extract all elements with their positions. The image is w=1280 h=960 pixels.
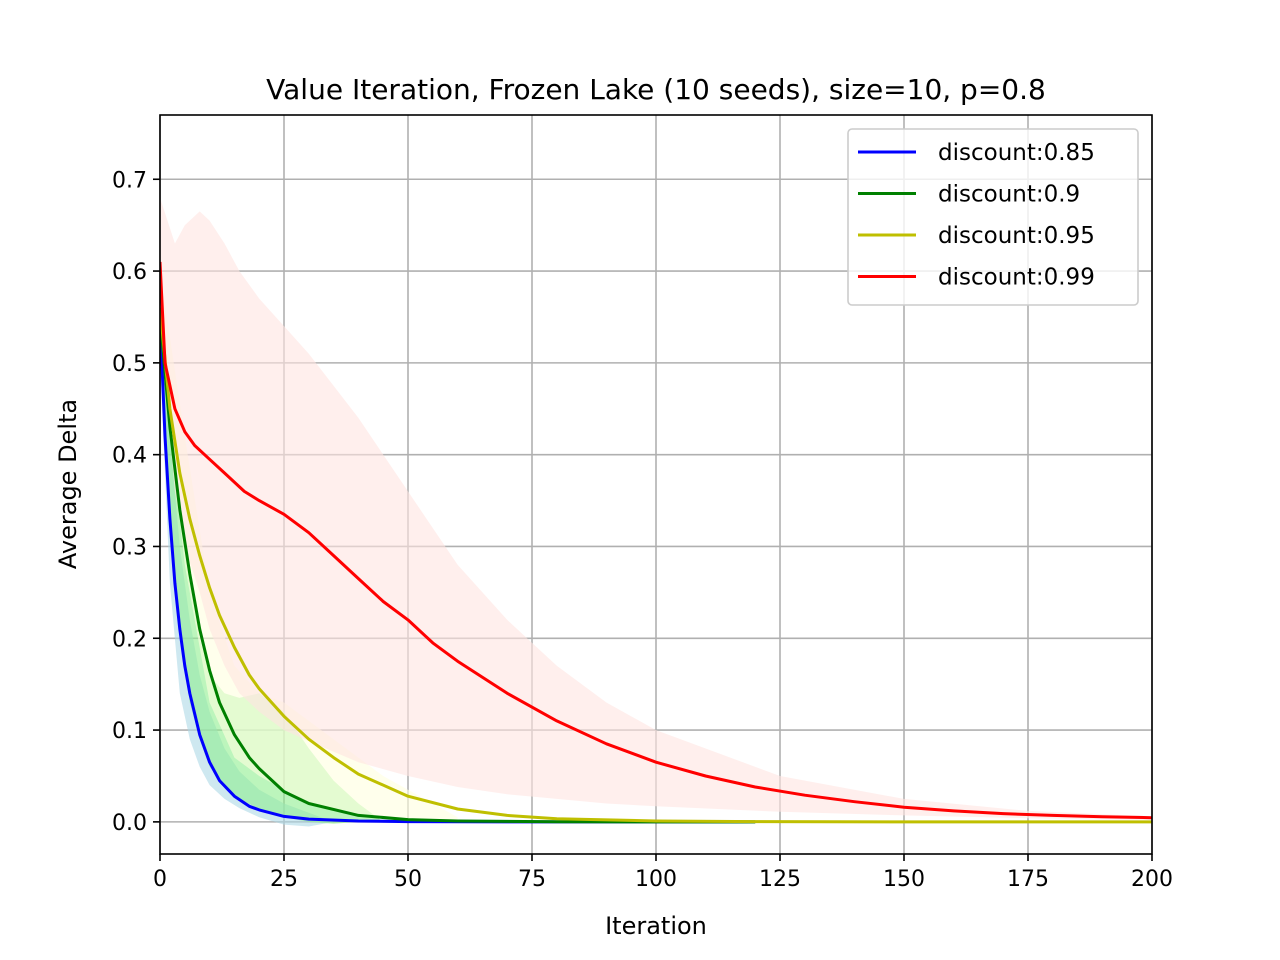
band-2 [160,271,458,822]
y-axis-label: Average Delta [54,399,82,569]
y-tick-label: 0.1 [112,719,147,744]
band-3 [160,197,1152,821]
x-tick-label: 200 [1131,867,1173,892]
y-tick-label: 0.3 [112,535,147,560]
legend-box [847,128,1139,306]
y-tick-label: 0.6 [112,260,147,285]
x-axis-label: Iteration [605,912,707,940]
y-tick-label: 0.0 [112,811,147,836]
series-lines [160,261,1152,824]
y-tick-label: 0.4 [112,444,147,469]
y-tick-label: 0.7 [112,168,147,193]
y-tick-label: 0.5 [112,352,147,377]
legend-entry: discount:0.99 [938,265,1095,291]
legend-entry: discount:0.95 [938,223,1095,249]
series-line-3 [160,261,1152,820]
series-line-2 [160,307,1152,824]
x-tick-label: 100 [635,867,677,892]
x-tick-label: 175 [1007,867,1049,892]
legend: discount:0.85 discount:0.9 discount:0.95 di… [847,128,1139,306]
legend-entry: discount:0.85 [938,140,1095,166]
x-tick-label: 75 [518,867,546,892]
x-tick-label: 25 [270,867,298,892]
axis-ticks: 0 25 50 75 100 125 150 175 200 0.0 0.1 0.2 0.3 0.4 0.5… [112,168,1173,892]
x-tick-label: 0 [153,867,167,892]
chart-title: Value Iteration, Frozen Lake (10 seeds),… [266,73,1046,106]
x-tick-label: 125 [759,867,801,892]
legend-entry: discount:0.9 [938,182,1080,208]
y-tick-label: 0.2 [112,627,147,652]
x-tick-label: 150 [883,867,925,892]
x-tick-label: 50 [394,867,422,892]
series-line-1 [160,316,756,824]
